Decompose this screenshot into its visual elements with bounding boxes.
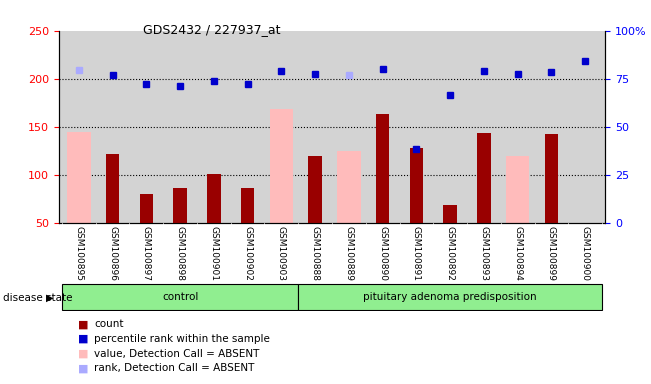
- Text: GSM100892: GSM100892: [446, 225, 454, 280]
- Text: percentile rank within the sample: percentile rank within the sample: [94, 334, 270, 344]
- Bar: [207, 174, 221, 223]
- Bar: [139, 194, 153, 223]
- Text: GDS2432 / 227937_at: GDS2432 / 227937_at: [143, 23, 281, 36]
- Bar: [270, 109, 293, 223]
- FancyBboxPatch shape: [62, 284, 298, 310]
- Bar: [173, 188, 187, 223]
- Text: GSM100889: GSM100889: [344, 225, 353, 281]
- Text: GSM100903: GSM100903: [277, 225, 286, 281]
- Text: ■: ■: [78, 349, 89, 359]
- Text: GSM100901: GSM100901: [210, 225, 218, 281]
- Bar: [545, 134, 558, 223]
- Text: GSM100893: GSM100893: [479, 225, 488, 281]
- Bar: [506, 156, 529, 223]
- FancyBboxPatch shape: [298, 284, 602, 310]
- Text: pituitary adenoma predisposition: pituitary adenoma predisposition: [363, 291, 537, 302]
- Text: ■: ■: [78, 334, 89, 344]
- Text: rank, Detection Call = ABSENT: rank, Detection Call = ABSENT: [94, 363, 255, 373]
- Text: GSM100888: GSM100888: [311, 225, 320, 281]
- Text: ■: ■: [78, 363, 89, 373]
- Text: GSM100897: GSM100897: [142, 225, 151, 281]
- Text: GSM100896: GSM100896: [108, 225, 117, 281]
- Text: GSM100890: GSM100890: [378, 225, 387, 281]
- Bar: [309, 156, 322, 223]
- Bar: [443, 205, 457, 223]
- Text: GSM100900: GSM100900: [581, 225, 590, 281]
- Text: value, Detection Call = ABSENT: value, Detection Call = ABSENT: [94, 349, 260, 359]
- Bar: [241, 188, 255, 223]
- Text: GSM100899: GSM100899: [547, 225, 556, 281]
- Bar: [106, 154, 119, 223]
- Text: ▶: ▶: [46, 293, 53, 303]
- Bar: [337, 151, 361, 223]
- Bar: [67, 131, 90, 223]
- Text: control: control: [162, 291, 199, 302]
- Bar: [477, 134, 491, 223]
- Text: GSM100891: GSM100891: [412, 225, 421, 281]
- Bar: [409, 148, 423, 223]
- Text: GSM100895: GSM100895: [74, 225, 83, 281]
- Text: ■: ■: [78, 319, 89, 329]
- Text: GSM100894: GSM100894: [513, 225, 522, 280]
- Text: count: count: [94, 319, 124, 329]
- Text: disease state: disease state: [3, 293, 73, 303]
- Text: GSM100902: GSM100902: [243, 225, 252, 280]
- Text: GSM100898: GSM100898: [176, 225, 185, 281]
- Bar: [376, 114, 389, 223]
